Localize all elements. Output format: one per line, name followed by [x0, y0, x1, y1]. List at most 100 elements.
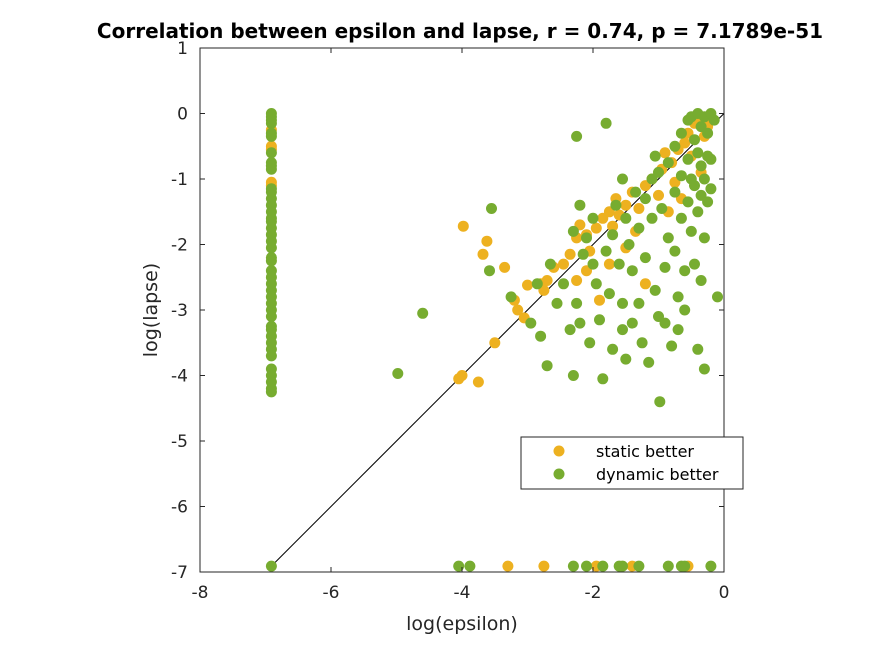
data-point-1-144 — [453, 560, 465, 572]
data-point-0-62 — [502, 560, 514, 572]
data-point-1-50 — [535, 330, 547, 342]
data-point-1-9 — [265, 163, 277, 175]
data-point-1-89 — [649, 284, 661, 296]
plot-area — [200, 48, 724, 572]
data-point-1-150 — [617, 560, 628, 572]
data-point-0-9 — [522, 279, 533, 291]
data-point-0-13 — [489, 337, 501, 349]
data-point-1-86 — [643, 356, 655, 368]
y-tick-label: -5 — [171, 432, 188, 452]
data-point-1-96 — [662, 157, 674, 169]
data-point-1-140 — [617, 173, 628, 185]
data-point-1-136 — [712, 291, 723, 303]
data-point-1-85 — [639, 252, 651, 264]
x-tick-label: 0 — [719, 583, 730, 603]
data-point-1-115 — [689, 134, 700, 146]
data-point-1-64 — [590, 278, 602, 290]
points-layer — [265, 108, 723, 572]
data-point-0-16 — [472, 376, 484, 388]
data-point-0-39 — [659, 147, 671, 159]
data-point-1-97 — [662, 232, 674, 244]
data-point-0-15 — [453, 373, 465, 385]
data-point-1-135 — [705, 183, 717, 195]
data-point-1-95 — [659, 317, 671, 329]
data-point-1-138 — [600, 117, 612, 129]
data-point-1-141 — [567, 225, 579, 237]
data-point-0-26 — [590, 222, 602, 234]
data-point-1-108 — [679, 304, 691, 316]
data-point-1-49 — [531, 278, 543, 290]
data-point-0-32 — [620, 199, 632, 211]
data-point-1-46 — [484, 265, 495, 277]
data-point-1-119 — [692, 147, 704, 159]
data-point-1-84 — [639, 193, 651, 205]
x-axis-ticks: -8 -6 -4 -2 0 — [192, 48, 730, 603]
x-tick-label: -2 — [585, 583, 602, 603]
data-point-1-82 — [633, 297, 645, 309]
data-point-1-117 — [689, 258, 700, 270]
data-point-1-73 — [617, 297, 628, 309]
data-point-1-71 — [610, 199, 622, 211]
data-point-1-129 — [698, 363, 710, 375]
data-point-1-43 — [392, 368, 404, 379]
data-point-1-106 — [675, 212, 687, 224]
data-point-1-77 — [623, 239, 635, 250]
legend-label-static: static better — [596, 442, 694, 461]
data-point-1-58 — [574, 199, 586, 211]
data-point-1-143 — [708, 114, 720, 126]
data-point-0-8 — [499, 261, 511, 273]
data-point-1-79 — [626, 317, 638, 329]
legend-marker-dynamic — [553, 468, 565, 480]
data-point-1-59 — [574, 317, 586, 329]
data-point-1-155 — [705, 560, 717, 572]
data-point-0-55 — [639, 278, 651, 290]
data-point-1-47 — [505, 291, 517, 303]
data-point-1-67 — [600, 245, 612, 257]
data-point-1-137 — [571, 130, 583, 142]
data-point-1-42 — [265, 560, 277, 572]
data-point-1-102 — [672, 291, 684, 303]
data-point-1-100 — [669, 186, 681, 198]
data-point-1-48 — [525, 317, 537, 329]
data-point-1-99 — [669, 140, 681, 152]
data-point-1-78 — [626, 265, 638, 277]
data-point-1-121 — [692, 343, 704, 355]
data-point-0-6 — [481, 235, 493, 247]
data-point-1-128 — [698, 232, 710, 244]
data-point-1-101 — [669, 245, 681, 257]
data-point-1-93 — [656, 203, 668, 214]
legend-marker-static — [553, 445, 565, 457]
data-point-1-53 — [551, 297, 563, 309]
x-tick-label: -6 — [323, 583, 340, 603]
y-tick-label: -3 — [171, 301, 188, 321]
data-point-1-41 — [265, 386, 277, 398]
data-point-1-110 — [682, 153, 694, 165]
y-tick-label: -1 — [171, 170, 188, 190]
data-point-1-70 — [607, 343, 619, 355]
data-point-1-130 — [702, 127, 714, 139]
data-point-0-63 — [538, 560, 550, 572]
data-point-0-51 — [594, 294, 605, 306]
data-point-1-104 — [675, 127, 687, 139]
data-point-1-20 — [265, 242, 277, 254]
y-tick-label: 0 — [177, 105, 188, 125]
data-point-1-147 — [581, 560, 592, 572]
data-point-1-74 — [617, 324, 628, 336]
data-point-1-22 — [265, 255, 277, 267]
data-point-1-139 — [649, 150, 661, 162]
data-point-1-134 — [705, 153, 717, 165]
data-point-1-63 — [587, 258, 599, 270]
data-point-1-116 — [689, 180, 700, 192]
data-point-1-152 — [662, 560, 674, 572]
data-point-1-120 — [692, 206, 704, 218]
data-point-0-7 — [477, 248, 489, 260]
data-point-0-20 — [558, 258, 569, 270]
y-axis-label: log(lapse) — [140, 263, 162, 357]
data-point-1-148 — [597, 560, 609, 572]
data-point-1-88 — [646, 212, 658, 224]
data-point-0-54 — [603, 258, 615, 270]
data-point-1-92 — [654, 396, 666, 408]
x-tick-label: -4 — [454, 583, 471, 603]
y-tick-label: -2 — [171, 236, 188, 256]
data-point-1-105 — [675, 170, 687, 182]
